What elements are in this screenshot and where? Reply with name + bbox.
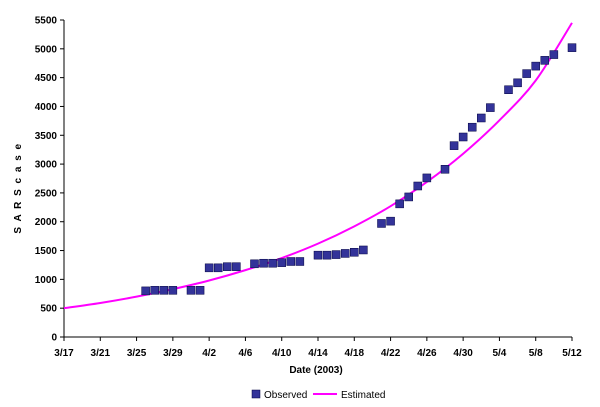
observed-point xyxy=(413,181,423,191)
x-tick-label: 4/10 xyxy=(272,348,292,359)
observed-point xyxy=(277,258,286,267)
x-tick-label: 3/17 xyxy=(54,348,74,359)
observed-point xyxy=(540,56,550,65)
observed-point xyxy=(340,249,350,258)
y-tick-label: 4000 xyxy=(35,102,58,113)
observed-point xyxy=(313,250,323,260)
x-tick-label: 3/29 xyxy=(163,348,183,359)
plot-area xyxy=(63,22,577,310)
y-tick-label: 1000 xyxy=(35,275,58,286)
y-tick-label: 500 xyxy=(40,304,57,315)
observed-point xyxy=(331,250,341,259)
observed-point xyxy=(440,165,450,174)
x-tick-label: 4/22 xyxy=(381,348,401,359)
observed-point xyxy=(250,259,259,269)
observed-point xyxy=(449,141,459,150)
observed-point xyxy=(504,85,513,94)
x-tick-label: 5/12 xyxy=(562,348,582,359)
legend-observed-label: Observed xyxy=(264,390,307,401)
tick-labels: 0 500 1000 1500 2000 2500 3000 3500 4000 4500 5000… xyxy=(35,16,582,360)
observed-point xyxy=(458,132,468,142)
estimated-series-line xyxy=(63,22,573,310)
x-tick-label: 4/26 xyxy=(417,348,437,359)
observed-point xyxy=(150,286,159,295)
x-tick-label: 4/6 xyxy=(238,348,252,359)
observed-point xyxy=(467,122,477,132)
observed-point xyxy=(350,248,359,257)
observed-point xyxy=(567,43,577,52)
observed-point xyxy=(486,103,495,112)
x-tick-label: 3/25 xyxy=(127,348,147,359)
legend-estimated-label: Estimated xyxy=(341,390,385,401)
observed-point xyxy=(549,50,559,59)
observed-point xyxy=(531,61,540,71)
observed-point xyxy=(295,257,305,266)
x-tick-label: 5/4 xyxy=(492,348,506,359)
x-tick-label: 4/14 xyxy=(308,348,328,359)
observed-point xyxy=(232,262,241,271)
y-tick-label: 3000 xyxy=(35,160,58,171)
observed-point xyxy=(522,69,531,78)
x-tick-label: 4/18 xyxy=(345,348,365,359)
x-tick-label: 4/30 xyxy=(453,348,473,359)
x-tick-label: 4/2 xyxy=(202,348,216,359)
observed-point xyxy=(259,258,268,268)
x-tick-label: 5/8 xyxy=(529,348,543,359)
axes xyxy=(60,19,573,341)
observed-point xyxy=(377,219,386,228)
observed-point xyxy=(286,257,296,266)
y-tick-label: 0 xyxy=(51,333,57,344)
observed-point xyxy=(186,286,196,295)
y-tick-label: 1500 xyxy=(35,246,58,257)
y-tick-label: 2500 xyxy=(35,188,58,199)
y-tick-label: 3500 xyxy=(35,131,58,142)
y-tick-label: 2000 xyxy=(35,217,58,228)
observed-point xyxy=(204,263,214,273)
legend: Observed Estimated xyxy=(251,389,385,401)
y-tick-label: 5000 xyxy=(35,44,58,55)
observed-point xyxy=(168,286,178,295)
observed-point xyxy=(223,262,232,271)
y-tick-label: 5500 xyxy=(35,16,58,27)
observed-point xyxy=(386,216,395,226)
observed-point xyxy=(404,192,413,202)
observed-point xyxy=(477,113,486,123)
observed-point xyxy=(322,250,332,260)
observed-point xyxy=(159,286,169,295)
y-axis-title: S A R S c a s e xyxy=(13,142,24,233)
legend-observed-marker xyxy=(251,389,261,399)
observed-point xyxy=(268,258,277,268)
observed-point xyxy=(141,286,150,296)
x-axis-title: Date (2003) xyxy=(289,365,342,376)
observed-point xyxy=(213,263,223,273)
observed-point xyxy=(359,245,368,255)
y-tick-label: 4500 xyxy=(35,73,58,84)
observed-point xyxy=(195,286,205,295)
observed-point xyxy=(395,199,404,209)
observed-point xyxy=(422,173,432,183)
x-tick-label: 3/21 xyxy=(91,348,111,359)
observed-point xyxy=(513,78,522,88)
